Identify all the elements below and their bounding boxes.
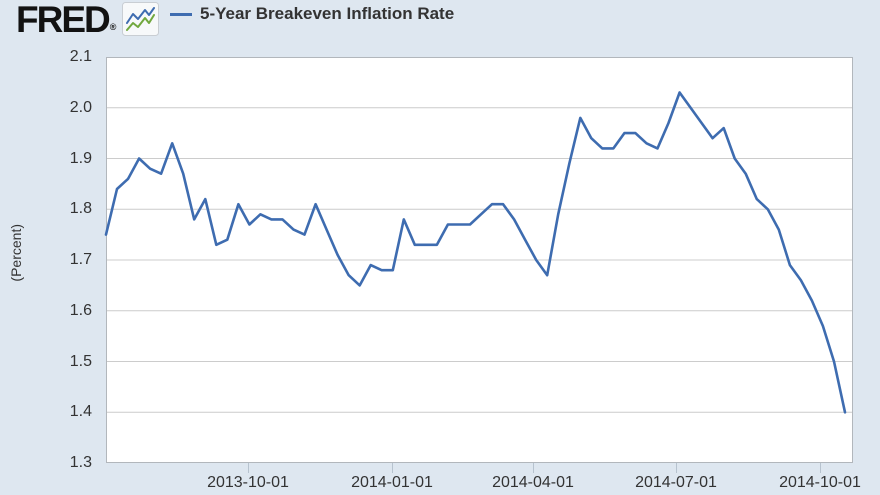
- fred-logo-registered-mark: ®: [109, 22, 117, 32]
- y-axis-tick-label: 2.0: [69, 98, 92, 116]
- y-axis-tick-label: 1.3: [69, 454, 92, 471]
- fred-logo[interactable]: FRED®: [16, 0, 159, 40]
- legend-series-label: 5-Year Breakeven Inflation Rate: [200, 4, 455, 23]
- header: FRED® 5-Year Breakeven Inflation Rate: [0, 0, 880, 46]
- y-axis-tick-label: 1.5: [69, 352, 92, 370]
- fred-logo-text: FRED: [16, 0, 111, 40]
- plot-border: [106, 57, 853, 463]
- x-axis-tick-label: 2013-10-01: [207, 474, 289, 491]
- fred-logo-chart-icon: [122, 2, 159, 41]
- x-axis-tick-label: 2014-10-01: [779, 474, 861, 491]
- x-axis-tick-label: 2014-01-01: [351, 474, 433, 491]
- y-axis-tick-label: 1.7: [69, 251, 92, 268]
- y-axis-tick-label: 1.9: [69, 149, 92, 167]
- x-axis-tick-label: 2014-04-01: [492, 474, 574, 491]
- y-axis-tick-label: 1.4: [69, 403, 92, 421]
- x-axis-tick-label: 2014-07-01: [635, 474, 717, 491]
- y-axis-tick-label: 2.1: [69, 48, 92, 65]
- data-line: [104, 91, 847, 414]
- legend-line-swatch: [170, 13, 192, 16]
- series-legend: 5-Year Breakeven Inflation Rate: [170, 4, 454, 24]
- y-axis-tick-label: 1.8: [69, 200, 92, 218]
- y-axis-tick-label: 1.6: [69, 301, 92, 319]
